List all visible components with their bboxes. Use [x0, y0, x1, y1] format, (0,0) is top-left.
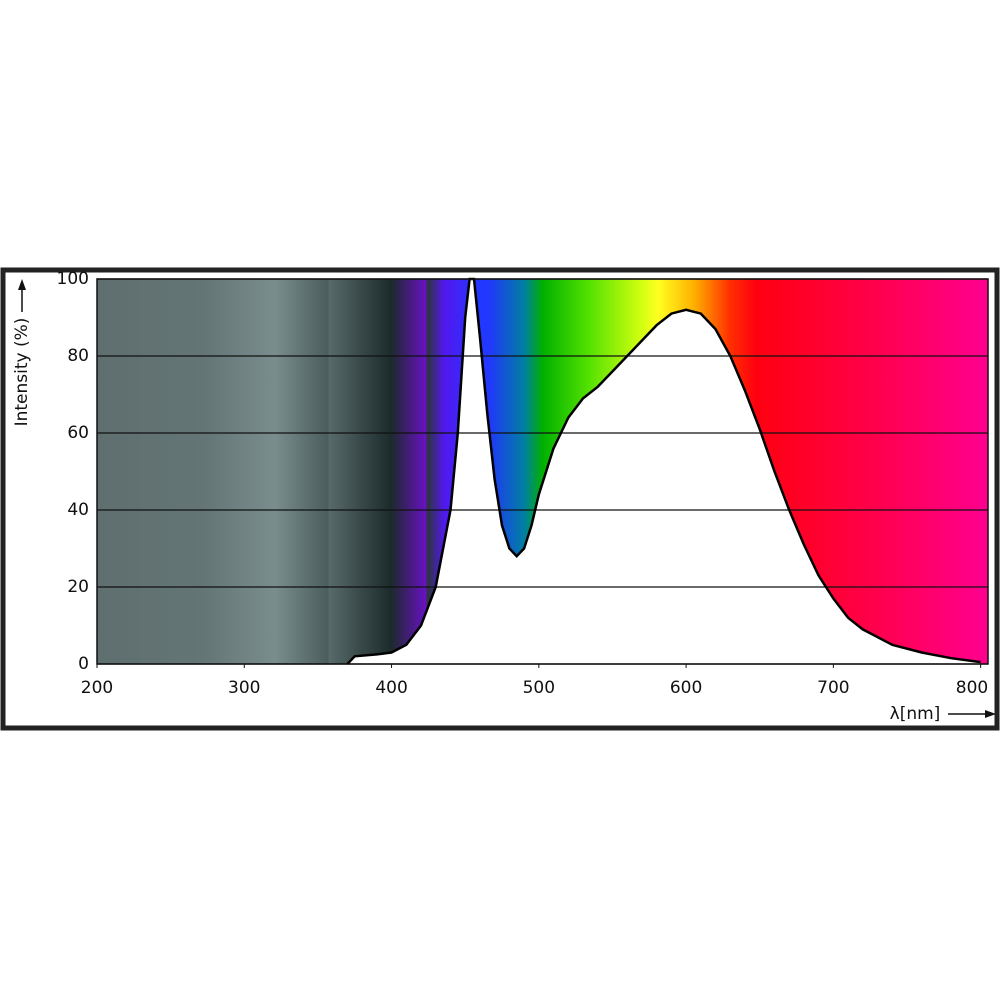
x-tick-label: 700 [817, 678, 849, 698]
y-tick-label: 100 [57, 269, 89, 289]
x-tick-label: 300 [228, 678, 260, 698]
x-tick-label: 200 [81, 678, 113, 698]
spectrum-area [347, 279, 981, 664]
y-tick-label: 40 [67, 500, 89, 520]
y-arrow-head [18, 279, 26, 290]
y-tick-label: 60 [67, 423, 89, 443]
y-tick-label: 20 [67, 577, 89, 597]
y-tick-label: 0 [78, 654, 89, 674]
x-axis-label: λ[nm] [890, 704, 941, 724]
x-tick-label: 600 [670, 678, 702, 698]
x-tick-label: 800 [956, 678, 988, 698]
y-tick-label: 80 [67, 346, 89, 366]
spectrum-curve [346, 277, 981, 665]
plot-area [96, 277, 989, 665]
y-axis-label: Intensity (%) [12, 318, 32, 427]
plot-border [96, 278, 989, 665]
x-arrow-head [985, 710, 996, 718]
x-tick-label: 500 [523, 678, 555, 698]
x-tick-label: 400 [375, 678, 407, 698]
